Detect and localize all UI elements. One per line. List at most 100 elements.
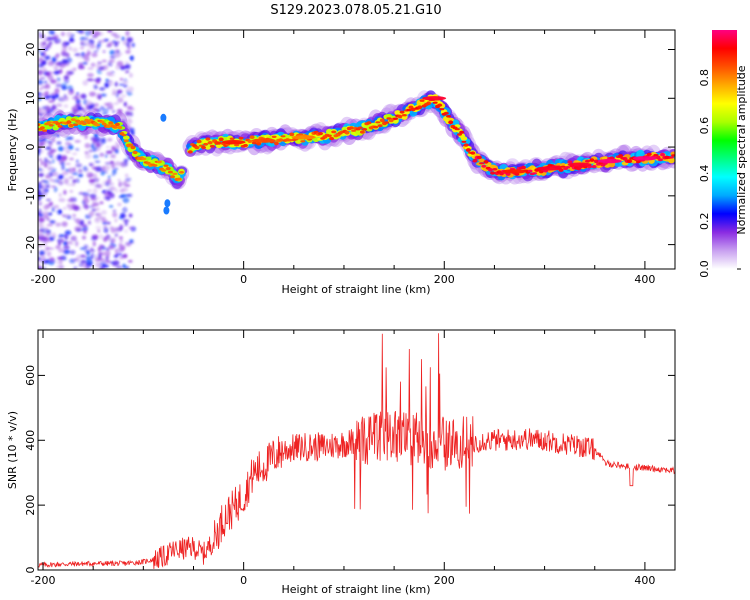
spectrogram-ridge-cell <box>114 122 120 127</box>
spectrogram-noise-cell <box>41 236 49 241</box>
spectrogram-ridge-cell <box>492 168 498 171</box>
spectrogram-noise-cell <box>73 266 78 269</box>
spectrogram-noise-cell <box>47 145 52 150</box>
spectrogram-ridge-cell <box>99 120 105 124</box>
spectrogram-noise-cell <box>104 82 110 88</box>
spectrogram-noise-cell <box>84 153 92 159</box>
spectrogram-noise-cell <box>119 224 124 231</box>
spectrogram-noise-cell <box>45 84 50 88</box>
spectrogram-noise-cell <box>38 158 43 162</box>
spectrogram-ridge-cell <box>187 150 193 154</box>
spectrogram-noise-cell <box>126 193 133 198</box>
spectrogram-noise-cell <box>120 94 127 98</box>
spectrogram-noise-cell <box>95 79 101 84</box>
spectrogram-noise-cell <box>114 248 119 252</box>
spectrogram-noise-cell <box>43 243 47 246</box>
spectrogram-noise-cell <box>95 262 101 268</box>
spectrogram-ridge-cell <box>108 121 114 125</box>
spectrogram-ridge-cell <box>521 165 526 170</box>
spectrogram-noise-cell <box>38 208 42 214</box>
spectrogram-ridge-cell <box>256 141 262 146</box>
spectrogram-noise-cell <box>62 207 67 210</box>
spectrogram-ridge-cell <box>487 168 493 172</box>
spectrogram-noise-cell <box>74 218 81 223</box>
spectrogram-noise-cell <box>53 186 58 193</box>
spectrogram-noise-cell <box>80 41 84 46</box>
spectrogram-noise-cell <box>49 107 54 113</box>
spectrogram-noise-cell <box>80 259 85 265</box>
spectrogram-noise-cell <box>116 108 123 113</box>
spectrogram-noise-cell <box>90 203 96 208</box>
spectrogram-noise-cell <box>49 149 57 153</box>
spectrogram-noise-cell <box>46 223 54 227</box>
snr-y-tick-label: 600 <box>24 365 37 386</box>
spectrogram-noise-cell <box>111 88 117 93</box>
spectrogram-noise-cell <box>129 55 134 61</box>
spectrogram-noise-cell <box>112 212 118 218</box>
spectrogram-noise-cell <box>106 260 111 264</box>
spectrogram-noise-cell <box>47 159 50 163</box>
spectrogram-ridge-cell <box>362 128 368 131</box>
spectrogram-ridge-cell <box>653 153 659 157</box>
spectrogram-noise-cell <box>72 179 76 184</box>
spectrogram-noise-cell <box>51 158 55 164</box>
spectrogram-noise-cell <box>107 42 112 47</box>
spectrogram-noise-cell <box>124 221 128 226</box>
spectrogram-noise-cell <box>120 212 126 219</box>
spectrogram-ridge-cell <box>66 120 72 124</box>
snr-y-tick-label: 400 <box>24 430 37 451</box>
spectrogram-ridge-cell <box>229 137 235 140</box>
spectrogram-noise-cell <box>114 81 118 87</box>
spectrogram-noise-cell <box>63 78 70 84</box>
spectrogram-noise-cell <box>122 219 130 222</box>
spectrogram-noise-cell <box>122 206 128 213</box>
spectrogram-frame <box>37 29 676 270</box>
spectrogram-noise-cell <box>89 193 97 199</box>
spectrogram-peak <box>422 96 447 101</box>
spectrogram-ridge-cell <box>55 122 61 126</box>
spectrogram-noise-cell <box>41 84 45 89</box>
spectrogram-noise-cell <box>61 86 67 91</box>
spectrogram-noise-cell <box>72 167 76 172</box>
spectrogram-background <box>38 30 675 269</box>
spectrogram-noise-cell <box>97 71 102 75</box>
spectrogram-noise-cell <box>111 173 115 176</box>
spectrogram-noise-cell <box>60 255 67 261</box>
spectrogram-noise-cell <box>94 103 99 107</box>
spectrogram-ridge-cell <box>172 172 178 175</box>
spectrogram-noise-cell <box>83 99 88 105</box>
spectrogram-noise-cell <box>79 93 86 99</box>
spectrogram-ridge-cell <box>287 138 293 142</box>
spectrogram-ridge-cell <box>152 164 158 167</box>
spectrogram-noise-cell <box>118 195 125 198</box>
spectrogram-noise-cell <box>87 73 94 78</box>
spectrogram-noise-cell <box>63 241 68 246</box>
spectrogram-noise-cell <box>44 56 49 59</box>
snr-x-tick-label: -200 <box>31 574 56 587</box>
spectrogram-noise-cell <box>124 64 130 68</box>
spectrogram-noise-cell <box>94 183 101 188</box>
spectrogram-noise-cell <box>110 261 114 264</box>
spectrogram-ridge-cell <box>344 130 350 135</box>
spectrogram-noise-cell <box>107 236 114 242</box>
spectrogram-noise-cell <box>47 62 55 67</box>
spectrogram-noise-cell <box>119 77 124 81</box>
colorbar-label: Normalized spectral amplitude <box>735 65 748 234</box>
spectrogram-noise-cell <box>100 170 105 176</box>
spectrogram-noise-cell <box>126 91 133 96</box>
snr-y-tick-label: 0 <box>24 567 37 574</box>
spectrogram-noise-cell <box>43 180 50 184</box>
spectrogram-ridge-cell <box>399 110 405 114</box>
spectrogram-ridge-cell <box>205 137 211 141</box>
spectrogram-noise-cell <box>84 133 88 140</box>
spectrogram-noise-cell <box>74 140 81 143</box>
spectrogram-noise-cell <box>76 92 80 95</box>
spectrogram-noise-cell <box>114 233 119 237</box>
spectrogram-noise-cell <box>126 119 133 124</box>
spectrogram-noise-cell <box>63 245 70 249</box>
spectrogram-noise-cell <box>66 183 74 186</box>
spectrogram-noise-cell <box>101 113 108 115</box>
spectrogram-noise-cell <box>95 136 101 143</box>
